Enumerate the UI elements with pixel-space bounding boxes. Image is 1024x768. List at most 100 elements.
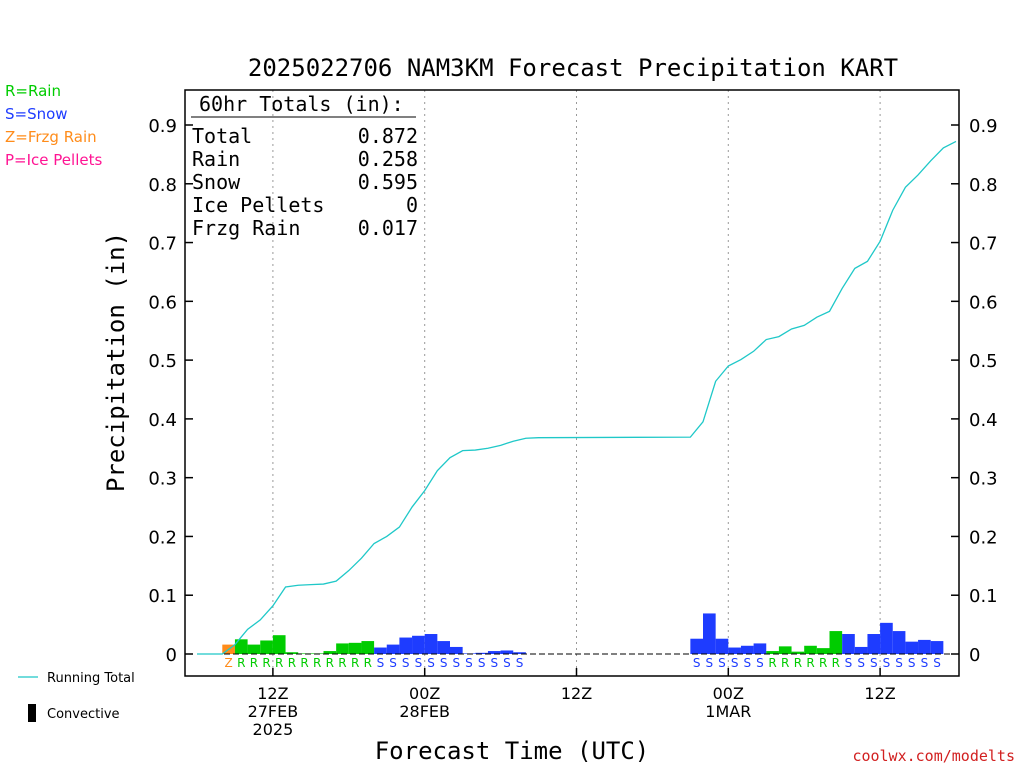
precip-bar — [450, 646, 463, 654]
precip-bar — [513, 652, 526, 654]
ptype-letter: S — [693, 656, 701, 670]
precip-bar — [854, 646, 868, 654]
ptype-letter: R — [275, 656, 283, 670]
ptype-letter: R — [313, 656, 321, 670]
totals-row-value: 0 — [406, 193, 418, 217]
precip-bar — [766, 651, 779, 654]
precip-bar — [740, 645, 754, 654]
x-tick-label: 2025 — [253, 720, 294, 739]
ptype-letter: R — [288, 656, 296, 670]
x-tick-label: 28FEB — [399, 702, 450, 721]
ptype-letter: S — [389, 656, 397, 670]
ptype-letter: S — [870, 656, 878, 670]
ptype-letter: S — [503, 656, 511, 670]
ptype-letter: S — [453, 656, 461, 670]
totals-row-value: 0.872 — [358, 124, 418, 148]
ptype-letter: R — [768, 656, 776, 670]
precip-bar — [905, 641, 919, 654]
ptype-letter: S — [427, 656, 435, 670]
totals-row-label: Total — [192, 124, 252, 148]
x-tick-label: 00Z — [713, 684, 744, 703]
ptype-letter: S — [845, 656, 853, 670]
legend-running-total-label: Running Total — [47, 671, 135, 686]
y-tick-label: 0 — [166, 645, 177, 666]
y-tick-label: 0.2 — [969, 527, 998, 548]
convective-swatch — [28, 704, 36, 722]
y-tick-label: 0.1 — [969, 586, 998, 607]
precip-bar — [715, 638, 729, 654]
precip-bar — [247, 644, 261, 654]
ptype-letter: R — [819, 656, 827, 670]
vertical-gridlines — [272, 90, 881, 676]
precip-bar — [690, 638, 703, 654]
precip-bar — [804, 645, 817, 654]
precip-bar — [892, 631, 906, 654]
ptype-letter: S — [415, 656, 423, 670]
x-tick-label: 00Z — [409, 684, 440, 703]
precip-type-legend: R=Rain S=Snow Z=Frzg Rain P=Ice Pellets — [5, 82, 102, 169]
precip-bar — [272, 635, 286, 654]
precip-bar — [880, 622, 893, 654]
totals-box: 60hr Totals (in): Total 0.872 Rain 0.258 Snow… — [191, 92, 418, 240]
ptype-letter: S — [921, 656, 929, 670]
x-tick-label: 12Z — [561, 684, 592, 703]
precip-bar — [867, 634, 881, 654]
x-tick-label: 12Z — [257, 684, 288, 703]
precip-bar — [323, 651, 337, 654]
running-total-line — [197, 140, 957, 655]
totals-row-value: 0.017 — [358, 216, 418, 240]
precip-bar — [791, 651, 805, 654]
y-tick-label: 0.3 — [969, 469, 998, 490]
precip-bar — [424, 634, 438, 654]
precip-bar — [234, 639, 248, 654]
precip-bar — [918, 639, 931, 654]
ptype-letter: R — [237, 656, 245, 670]
ptype-letter: R — [262, 656, 270, 670]
ptype-letter: S — [756, 656, 764, 670]
precip-bar — [487, 651, 501, 654]
y-tick-label: 0.4 — [148, 410, 177, 431]
y-tick-label: 0.2 — [148, 527, 177, 548]
precip-bar — [437, 641, 450, 654]
ptype-letter: S — [731, 656, 739, 670]
x-tick-label: 27FEB — [248, 702, 299, 721]
y-tick-label: 0 — [969, 645, 980, 666]
y-tick-label: 0.6 — [969, 292, 998, 313]
ptype-letter: R — [351, 656, 359, 670]
type-legend-entry: R=Rain — [5, 82, 61, 100]
precip-bar — [285, 652, 299, 654]
precip-bar — [348, 642, 362, 654]
totals-title: 60hr Totals (in): — [199, 92, 404, 116]
precip-bar — [399, 637, 413, 654]
ptype-letter: S — [490, 656, 498, 670]
precip-bar — [753, 643, 767, 654]
x-tick-label: 1MAR — [705, 702, 751, 721]
y-tick-label: 0.5 — [148, 351, 177, 372]
y-axis-left: 0 0.1 0.2 0.3 0.4 0.5 0.6 0.7 0.8 0.9 — [148, 116, 193, 666]
ptype-letter: R — [300, 656, 308, 670]
x-tick-label: 12Z — [864, 684, 895, 703]
y-tick-label: 0.7 — [969, 234, 998, 255]
y-tick-label: 0.5 — [969, 351, 998, 372]
x-axis-label: Forecast Time (UTC) — [375, 737, 650, 765]
totals-row-label: Snow — [192, 170, 241, 194]
precip-bar — [930, 641, 944, 654]
y-tick-label: 0.9 — [148, 116, 177, 137]
y-tick-label: 0.6 — [148, 292, 177, 313]
precip-bar — [361, 641, 375, 654]
precip-bar — [829, 631, 843, 654]
y-tick-label: 0.3 — [148, 469, 177, 490]
precip-bar — [703, 613, 716, 654]
ptype-letter: S — [933, 656, 941, 670]
y-tick-label: 0.9 — [969, 116, 998, 137]
ptype-letter: R — [338, 656, 346, 670]
ptype-letter: S — [516, 656, 524, 670]
chart-title: 2025022706 NAM3KM Forecast Precipitation… — [248, 54, 898, 82]
y-tick-label: 0.8 — [969, 175, 998, 196]
precip-bar — [778, 646, 792, 654]
ptype-letter: S — [908, 656, 916, 670]
ptype-letter: S — [440, 656, 448, 670]
y-tick-label: 0.1 — [148, 586, 177, 607]
